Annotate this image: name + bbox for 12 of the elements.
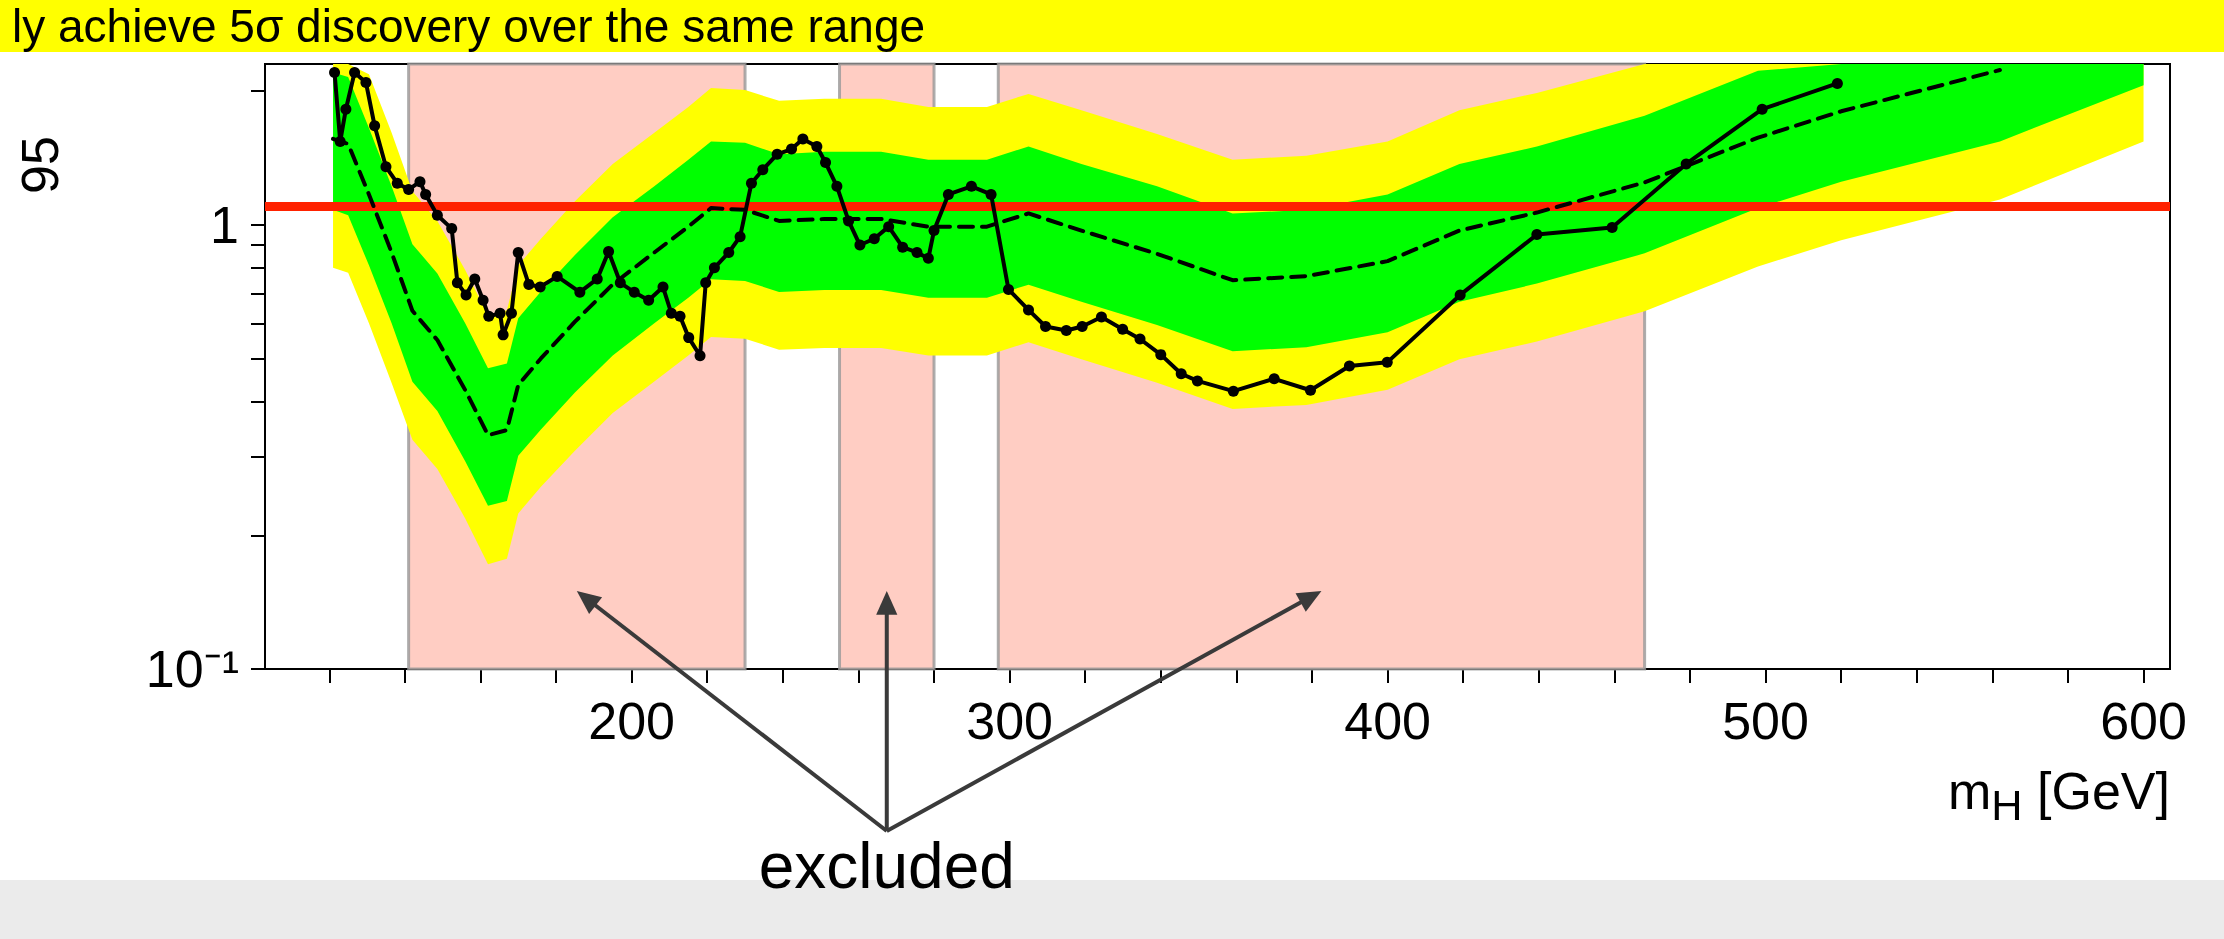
x-tick-label: 300 [966,692,1053,750]
x-tick-label: 600 [2100,692,2187,750]
x-tick-label: 400 [1344,692,1431,750]
y-tick-label: 1 [210,195,239,254]
y-tick-label: 10⁻¹ [145,640,239,698]
text: excluded [758,829,1015,903]
chart-title: ly achieve 5σ discovery over the same range [0,0,2224,52]
x-tick-label: 200 [588,692,676,750]
x-axis-title: m$_{H}$ [GeV] [1947,761,2170,831]
line-series [331,67,2002,438]
x-tick-label: 500 [1722,692,1809,750]
y-axis-title: 95 [10,136,70,194]
